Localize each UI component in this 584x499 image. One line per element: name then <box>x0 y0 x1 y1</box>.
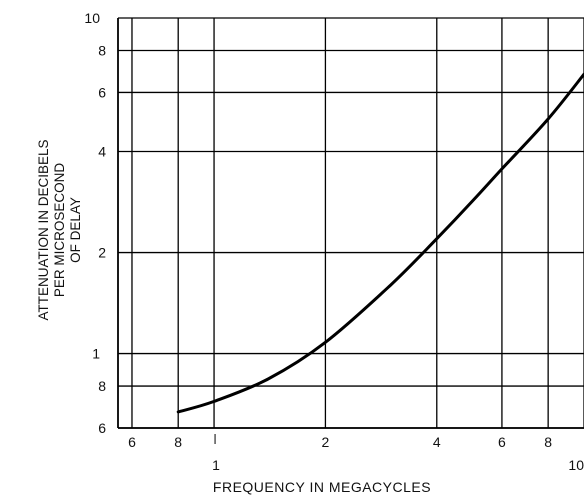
x-tick-label: 4 <box>433 434 441 450</box>
x-tick-label: 6 <box>128 434 136 450</box>
x-tick-label: 1 <box>212 457 220 473</box>
y-tick-label: 6 <box>98 84 106 100</box>
x-axis-label: FREQUENCY IN MEGACYCLES <box>213 479 431 495</box>
y-tick-label: 8 <box>98 378 106 394</box>
tick-labels: 6 8 1 2 4 6 8 10 6 8 1 2 4 6 8 10 <box>84 10 584 473</box>
x-tick-label: 6 <box>498 434 506 450</box>
y-tick-label: 2 <box>98 245 106 261</box>
attenuation-curve <box>176 72 584 414</box>
x-tick-label: 8 <box>174 434 182 450</box>
y-axis-label-line-1: ATTENUATION IN DECIBELS <box>36 139 51 320</box>
plot-frame <box>117 18 584 429</box>
y-axis-label-line-3: OF DELAY <box>68 197 83 263</box>
grid-lines <box>118 17 584 429</box>
y-axis-label-line-2: PER MICROSECOND <box>52 163 67 298</box>
y-tick-label: 8 <box>98 43 106 59</box>
y-tick-label: 4 <box>98 144 106 160</box>
x-tick-label: 8 <box>544 434 552 450</box>
data-series <box>176 72 584 414</box>
y-tick-label: 1 <box>92 346 100 362</box>
y-tick-label: 6 <box>98 420 106 436</box>
x-tick-label: 2 <box>322 434 330 450</box>
axis-labels: FREQUENCY IN MEGACYCLES ATTENUATION IN D… <box>36 139 431 495</box>
y-tick-label: 10 <box>84 10 100 26</box>
x-tick-label: 10 <box>568 457 584 473</box>
